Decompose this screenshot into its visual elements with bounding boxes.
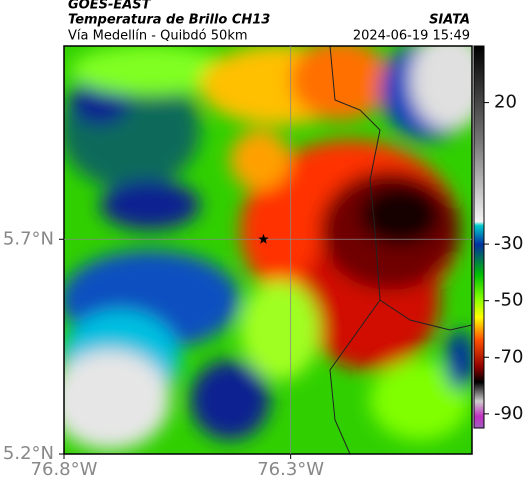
- colorbar-tick-label: 20: [494, 92, 517, 113]
- datetime: 2024-06-19 15:49: [353, 29, 470, 44]
- colorbar-tick-label: -50: [494, 290, 523, 311]
- colorbar-tick-label: -30: [494, 233, 523, 254]
- y-tick-label: 5.2°N: [3, 443, 54, 464]
- y-tick-label: 5.7°N: [3, 228, 54, 249]
- source: SIATA: [429, 13, 470, 28]
- title: GOES-EAST: [68, 0, 152, 13]
- satellite-image: [64, 46, 472, 454]
- map-frame: [63, 45, 473, 455]
- subtitle: Temperatura de Brillo CH13: [68, 13, 270, 28]
- colorbar-tick-label: -70: [494, 346, 523, 367]
- location-marker: [258, 233, 269, 244]
- region: Vía Medellín - Quibdó 50km: [68, 29, 248, 44]
- colorbar-tick-label: -90: [494, 403, 523, 424]
- x-tick-label: 76.8°W: [31, 459, 98, 480]
- x-tick-label: 76.3°W: [257, 459, 324, 480]
- colorbar: [473, 45, 485, 429]
